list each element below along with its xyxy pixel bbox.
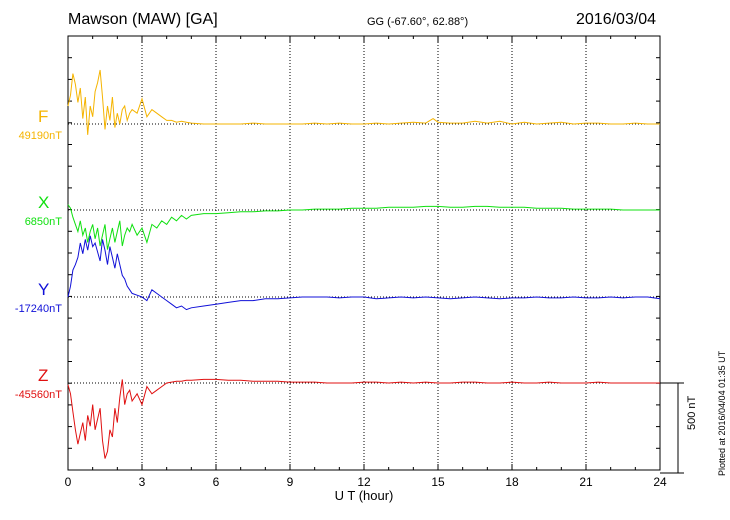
station-coordinates: GG (-67.60°, 62.88°) — [367, 16, 469, 28]
series-label-f: F — [38, 107, 49, 126]
station-title: Mawson (MAW) [GA] — [68, 11, 218, 28]
x-tick-label: 3 — [139, 475, 146, 489]
x-tick-label: 12 — [357, 475, 371, 489]
x-tick-label: 18 — [505, 475, 519, 489]
x-axis-label: U T (hour) — [335, 488, 394, 503]
series-label-x: X — [38, 193, 50, 212]
x-tick-label: 9 — [287, 475, 294, 489]
series-baseline-value-z: -45560nT — [14, 389, 62, 401]
series-baseline-value-x: 6850nT — [24, 216, 62, 228]
series-label-y: Y — [38, 280, 50, 299]
series-baseline-value-y: -17240nT — [14, 303, 62, 315]
x-tick-label: 21 — [579, 475, 593, 489]
x-tick-label: 6 — [213, 475, 220, 489]
series-line-z — [67, 378, 660, 459]
chart-date: 2016/03/04 — [576, 11, 657, 28]
series-line-f — [67, 69, 660, 135]
series-line-x — [67, 204, 660, 250]
plotted-timestamp: Plotted at 2016/04/04 01:35 UT — [717, 350, 727, 476]
series-line-y — [67, 235, 661, 311]
x-tick-label: 15 — [431, 475, 445, 489]
x-tick-label: 24 — [653, 475, 667, 489]
x-tick-label: 0 — [65, 475, 72, 489]
series-baseline-value-f: 49190nT — [18, 130, 62, 142]
series-label-z: Z — [38, 366, 49, 385]
scale-bar-label: 500 nT — [686, 395, 698, 430]
